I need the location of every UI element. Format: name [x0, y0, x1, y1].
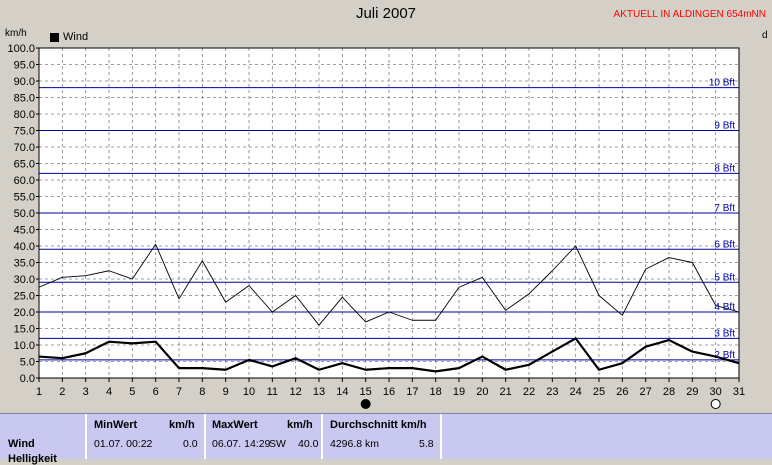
max-header: MaxWert	[212, 419, 258, 431]
series-lines	[38, 243, 740, 373]
x-tick-label: 15	[360, 386, 372, 398]
x-tick-label: 12	[290, 386, 302, 398]
x-tick-label: 17	[406, 386, 418, 398]
beaufort-label: 10 Bft	[709, 78, 735, 89]
y-tick-label: 85.0	[14, 93, 35, 105]
x-tick-label: 4	[106, 386, 112, 398]
y-tick-label: 90.0	[14, 76, 35, 88]
x-tick-labels: 1 2 3 4 5 6 7 8 9 10 11 12 13 14 15 16 17 18 19 20 21 22 23 24 2…	[36, 378, 745, 398]
y-tick-label: 35.0	[14, 258, 35, 270]
y-tick-label: 30.0	[14, 274, 35, 286]
x-tick-label: 28	[663, 386, 675, 398]
plot-border	[38, 47, 740, 379]
station-label: AKTUELL IN ALDINGEN 654mNN	[613, 9, 766, 20]
legend-swatch-wind	[50, 32, 59, 42]
y-tick-label: 65.0	[14, 159, 35, 171]
min-date: 01.07. 00:22	[94, 438, 153, 450]
legend-label-wind: Wind	[63, 31, 89, 43]
beaufort-label: 7 Bft	[714, 203, 735, 214]
beaufort-label: 4 Bft	[714, 302, 735, 313]
x-tick-label: 16	[383, 386, 395, 398]
x-tick-label: 25	[593, 386, 605, 398]
x-tick-label: 7	[176, 386, 182, 398]
y-tick-label: 40.0	[14, 241, 35, 253]
x-tick-label: 9	[223, 386, 229, 398]
max-direction: SW	[269, 438, 286, 450]
x-tick-label: 27	[640, 386, 652, 398]
y-tick-label: 0.0	[20, 373, 35, 385]
x-tick-label: 20	[476, 386, 488, 398]
y-axis-unit: km/h	[5, 28, 27, 39]
chart-title: Juli 2007	[355, 5, 417, 22]
beaufort-label: 2 Bft	[714, 350, 735, 361]
min-header: MinWert	[94, 419, 138, 431]
x-tick-label: 23	[546, 386, 558, 398]
y-tick-label: 95.0	[14, 60, 35, 72]
right-axis-unit: d	[762, 30, 768, 41]
max-unit-header: km/h	[287, 419, 313, 431]
x-tick-label: 14	[336, 386, 348, 398]
x-tick-label: 31	[733, 386, 745, 398]
y-tick-label: 25.0	[14, 291, 35, 303]
y-tick-label: 80.0	[14, 109, 35, 121]
x-tick-label: 21	[500, 386, 512, 398]
x-tick-label: 3	[83, 386, 89, 398]
beaufort-label: 8 Bft	[714, 163, 735, 174]
x-tick-label: 18	[430, 386, 442, 398]
max-date: 06.07. 14:29	[212, 438, 271, 450]
beaufort-label: 9 Bft	[714, 121, 735, 132]
x-tick-label: 1	[36, 386, 42, 398]
legend: Wind	[50, 31, 88, 43]
row-label-helligkeit: Helligkeit	[8, 453, 57, 465]
series-line-thick	[38, 337, 740, 373]
avg-header: Durchschnitt km/h	[330, 419, 427, 431]
y-tick-label: 100.0	[7, 43, 35, 55]
x-tick-label: 10	[243, 386, 255, 398]
x-tick-label: 29	[686, 386, 698, 398]
beaufort-label: 6 Bft	[714, 239, 735, 250]
x-tick-label: 26	[616, 386, 628, 398]
stats-table: Wind Helligkeit MinWert km/h 01.07. 00:2…	[0, 413, 772, 465]
y-tick-label: 20.0	[14, 307, 35, 319]
avg-value: 5.8	[419, 438, 434, 450]
x-tick-label: 22	[523, 386, 535, 398]
max-value: 40.0	[298, 438, 319, 450]
row-label-wind: Wind	[8, 438, 35, 450]
moon-full-icon	[710, 399, 721, 409]
x-tick-label: 24	[570, 386, 582, 398]
beaufort-lines: 2 Bft 3 Bft 4 Bft 5 Bft 6 Bft 7 Bft 8 Bft 9 Bft…	[39, 78, 739, 361]
avg-distance: 4296.8 km	[330, 438, 380, 450]
y-tick-label: 10.0	[14, 340, 35, 352]
y-tick-label: 5.0	[20, 357, 35, 369]
table-separator	[321, 414, 323, 459]
series-line-thin	[38, 243, 740, 326]
x-tick-label: 19	[453, 386, 465, 398]
x-tick-label: 13	[313, 386, 325, 398]
y-tick-label: 70.0	[14, 142, 35, 154]
min-unit-header: km/h	[169, 419, 195, 431]
y-tick-label: 55.0	[14, 192, 35, 204]
beaufort-label: 3 Bft	[714, 328, 735, 339]
y-tick-label: 15.0	[14, 324, 35, 336]
x-tick-label: 6	[153, 386, 159, 398]
table-separator	[204, 414, 206, 459]
y-tick-label: 45.0	[14, 225, 35, 237]
y-tick-label: 60.0	[14, 175, 35, 187]
moon-markers	[360, 399, 721, 409]
moon-new-icon	[360, 399, 371, 409]
x-tick-label: 8	[199, 386, 205, 398]
y-tick-labels: 0.0 5.0 10.0 15.0 20.0 25.0 30.0 35.0 40.0 45.0 50…	[7, 43, 39, 385]
y-tick-label: 50.0	[14, 208, 35, 220]
x-tick-label: 30	[710, 386, 722, 398]
min-value: 0.0	[183, 438, 198, 450]
table-separator	[440, 414, 442, 459]
x-tick-label: 5	[129, 386, 135, 398]
x-tick-label: 11	[267, 386, 278, 398]
beaufort-label: 5 Bft	[714, 272, 735, 283]
wind-chart: 2 Bft 3 Bft 4 Bft 5 Bft 6 Bft 7 Bft 8 Bft 9 Bft…	[7, 43, 745, 409]
x-tick-label: 2	[59, 386, 65, 398]
table-separator	[85, 414, 87, 459]
y-tick-label: 75.0	[14, 126, 35, 138]
